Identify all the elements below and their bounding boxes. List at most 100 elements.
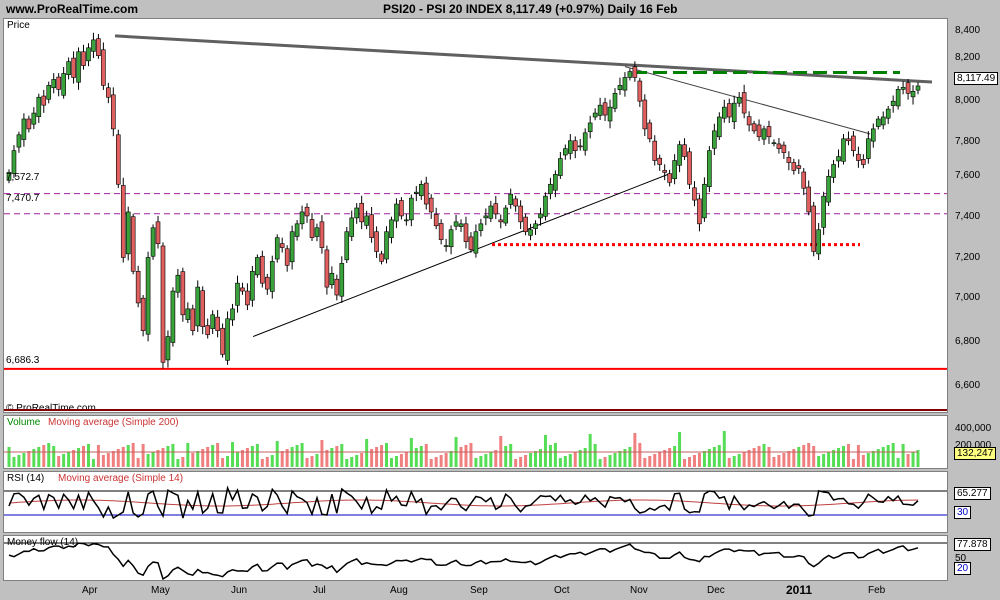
volume-bar [320,440,324,467]
site-name: www.ProRealTime.com [6,2,139,16]
rising-trendline [252,173,669,338]
volume-bar [101,455,105,467]
volume-bar [414,448,418,467]
candle-body [592,112,598,118]
candle-body [746,116,752,126]
candle-body [811,205,816,252]
x-label-2011: 2011 [786,583,813,597]
volume-bar [464,445,468,467]
volume-bar [91,459,95,467]
volume-bar [255,444,259,467]
volume-bar [683,459,687,467]
y-tick-8000: 8,000 [955,95,981,106]
candle-body [91,39,96,52]
candle-body [667,173,672,183]
candle-body [821,195,826,228]
candle-body [145,257,151,335]
volume-bar [240,450,244,467]
volume-bar [593,444,597,467]
candle-body [46,85,52,100]
volume-bar [260,459,264,467]
volume-bar [504,446,508,467]
volume-bar [67,452,71,467]
candle-body [587,122,593,132]
rsi-panel[interactable]: RSI (14) Moving average (Simple 14) [3,471,948,533]
volume-bar [449,451,453,467]
volume-bar [151,452,155,467]
volume-bar [295,445,299,467]
candle-body [433,214,439,227]
volume-bar [42,445,46,467]
candle-body [870,128,876,142]
volume-bar [673,446,677,467]
volume-bar [613,453,617,467]
candle-body [841,138,846,162]
candle-body [135,270,141,304]
candle-body [250,270,255,301]
candle-body [36,96,42,117]
candle-body [831,164,836,178]
candle-body [215,316,220,331]
volume-bar [856,445,860,467]
volume-panel[interactable]: Volume Moving average (Simple 200) [3,415,948,469]
volume-bar [7,447,11,467]
volume-bar [22,453,26,467]
candle-body [662,170,667,173]
candle-body [240,287,245,292]
volume-bar [226,456,230,467]
volume-bar [851,459,855,467]
candle-body [51,79,57,89]
volume-bar [389,458,393,467]
volume-bar [762,444,766,467]
candle-body [567,140,573,154]
volume-bar [474,458,478,467]
volume-bar [603,457,607,467]
candle-body [210,314,215,329]
volume-bar [633,433,637,467]
candle-body [384,231,389,260]
candle-body [11,150,17,174]
candle-body [96,38,101,57]
candle-body [498,219,504,223]
candle-body [682,144,687,157]
volume-bar [658,452,662,467]
candle-body [115,134,121,185]
candle-body [170,290,176,343]
candle-body [289,231,295,263]
volume-bar [235,452,239,467]
volume-bar [300,443,304,467]
volume-bar [802,445,806,467]
candle-body [61,73,66,96]
volume-bar [678,432,682,467]
candle-body [786,157,792,163]
volume-bar [86,444,90,467]
candle-body [279,243,285,248]
volume-bar [901,444,905,467]
candle-body [309,219,315,238]
volume-bar [216,443,220,467]
volume-bar [876,449,880,467]
candle-body [369,214,374,238]
candle-body [657,157,663,165]
candle-body [190,308,196,331]
candle-body [86,47,91,62]
candle-body [776,143,782,149]
volume-bar [290,447,294,467]
volume-bar [315,454,319,467]
volume-bar [57,456,61,467]
volume-bar [608,455,612,467]
price-panel[interactable]: Price © ProRealTime.com [3,18,948,414]
volume-bar [345,459,349,467]
volume-bar [822,454,826,467]
candle-body [607,106,613,122]
volume-bar [489,452,493,467]
volume-bar [171,444,175,467]
candle-body [890,100,896,106]
volume-bar [116,449,120,467]
volume-bar [231,442,235,467]
mf-level-box: 20 [954,562,972,575]
candle-body [687,151,692,185]
candle-body [836,156,841,162]
volume-bar [404,452,408,467]
candle-body [205,325,210,335]
